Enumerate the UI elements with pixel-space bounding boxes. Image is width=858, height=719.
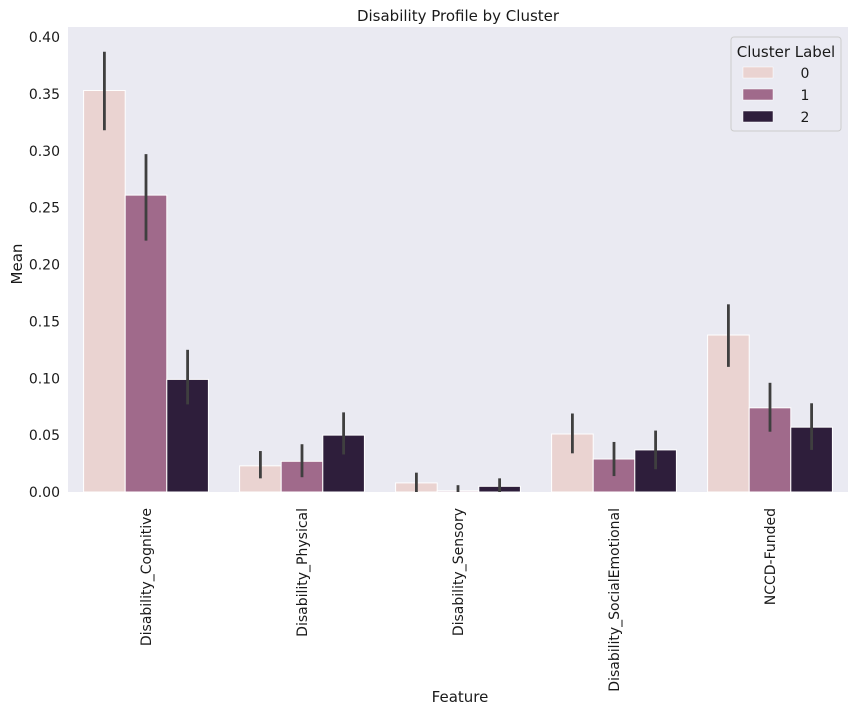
- legend-title: Cluster Label: [737, 43, 835, 61]
- x-tick-label: Disability_Cognitive: [139, 508, 155, 646]
- y-tick-label: 0.20: [29, 258, 60, 274]
- x-tick-label: Disability_Physical: [295, 508, 311, 637]
- x-tick-label: NCCD-Funded: [763, 508, 779, 605]
- y-tick-label: 0.00: [29, 485, 60, 501]
- x-axis-ticks: Disability_Cognitive Disability_Physical D…: [139, 508, 779, 692]
- legend: Cluster Label 0 1 2: [730, 36, 842, 132]
- y-axis-ticks: 0.00 0.05 0.10 0.15 0.20 0.25 0.30 0.35 0.40: [29, 30, 60, 501]
- x-tick-label: Disability_SocialEmotional: [607, 508, 623, 692]
- y-tick-label: 0.35: [29, 87, 60, 103]
- x-axis-label: Feature: [432, 688, 489, 706]
- bar-cluster-0-disability_cognitive: [83, 89, 126, 493]
- y-tick-label: 0.25: [29, 201, 60, 217]
- legend-swatch: [742, 88, 774, 101]
- error-bars-layer: [103, 51, 813, 492]
- y-tick-label: 0.10: [29, 371, 60, 387]
- y-tick-label: 0.40: [29, 30, 60, 46]
- legend-swatch: [742, 110, 774, 123]
- y-tick-label: 0.05: [29, 428, 60, 444]
- y-axis-label: Mean: [8, 244, 26, 285]
- y-tick-label: 0.15: [29, 314, 60, 330]
- legend-frame: [730, 36, 842, 132]
- chart-title: Disability Profile by Cluster: [357, 7, 560, 25]
- legend-swatch: [742, 66, 774, 79]
- y-tick-label: 0.30: [29, 144, 60, 160]
- legend-label: 1: [801, 88, 810, 104]
- legend-items: 0 1 2: [742, 66, 810, 126]
- x-tick-label: Disability_Sensory: [451, 508, 467, 636]
- legend-label: 0: [801, 66, 810, 82]
- legend-label: 2: [801, 110, 810, 126]
